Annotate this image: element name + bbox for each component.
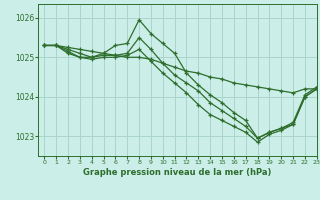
X-axis label: Graphe pression niveau de la mer (hPa): Graphe pression niveau de la mer (hPa) [84, 168, 272, 177]
